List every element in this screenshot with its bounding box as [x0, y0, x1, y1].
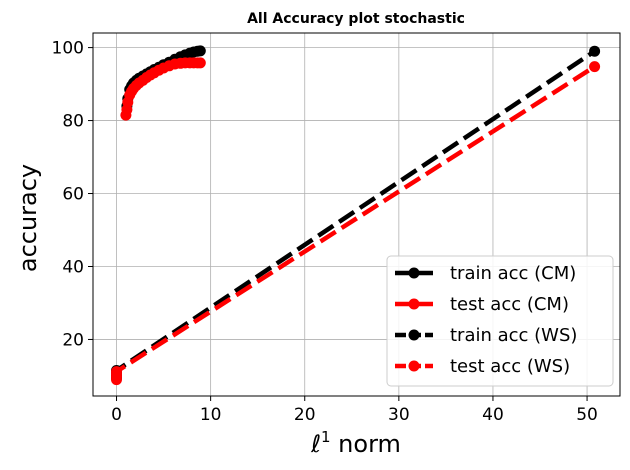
series-test-acc-cm [120, 57, 206, 121]
y-tick-label: 20 [62, 330, 84, 350]
y-tick-label: 80 [62, 112, 84, 132]
plot-frame [92, 32, 621, 397]
legend-marker [408, 267, 420, 279]
legend-marker [408, 329, 420, 341]
legend-label: test acc (CM) [450, 294, 569, 315]
chart-title: All Accuracy plot stochastic [247, 11, 465, 27]
x-axis-label-symbol: ℓ [310, 430, 321, 458]
x-tick-label: 40 [482, 405, 504, 425]
data-point [589, 45, 601, 57]
x-tick-label: 50 [576, 405, 598, 425]
x-tick-label: 30 [388, 405, 410, 425]
x-tick-label: 20 [294, 405, 316, 425]
legend-entry: test acc (CM) [395, 294, 569, 315]
y-tick-label: 40 [62, 257, 84, 277]
series-test-acc-ws [111, 61, 601, 386]
data-point [194, 57, 206, 69]
y-tick-label: 100 [52, 39, 84, 59]
legend-label: train acc (WS) [450, 325, 577, 346]
x-tick-label: 0 [111, 405, 122, 425]
legend-box [386, 255, 614, 387]
x-axis-label: ℓ1 norm [310, 428, 401, 458]
legend-label: train acc (CM) [450, 263, 576, 284]
series-layer [111, 45, 601, 386]
x-tick-label: 10 [200, 405, 222, 425]
ticks: 0 10 20 30 40 50 20 40 60 80 100 [52, 39, 598, 425]
legend-entry: train acc (WS) [395, 325, 577, 346]
y-axis-label: accuracy [14, 164, 42, 272]
data-point [111, 366, 122, 378]
x-axis-label-superscript: 1 [321, 428, 331, 446]
data-point [194, 45, 206, 57]
legend-label: test acc (WS) [450, 356, 570, 377]
x-axis-label-text: norm [331, 430, 401, 458]
grid [93, 33, 620, 396]
legend-marker [408, 298, 420, 310]
legend: train acc (CM) test acc (CM) train acc (WS… [386, 255, 614, 387]
legend-entry: train acc (CM) [395, 263, 576, 284]
legend-entry: test acc (WS) [395, 356, 570, 377]
data-point [589, 61, 601, 73]
legend-marker [408, 360, 420, 372]
y-tick-label: 60 [62, 185, 84, 205]
